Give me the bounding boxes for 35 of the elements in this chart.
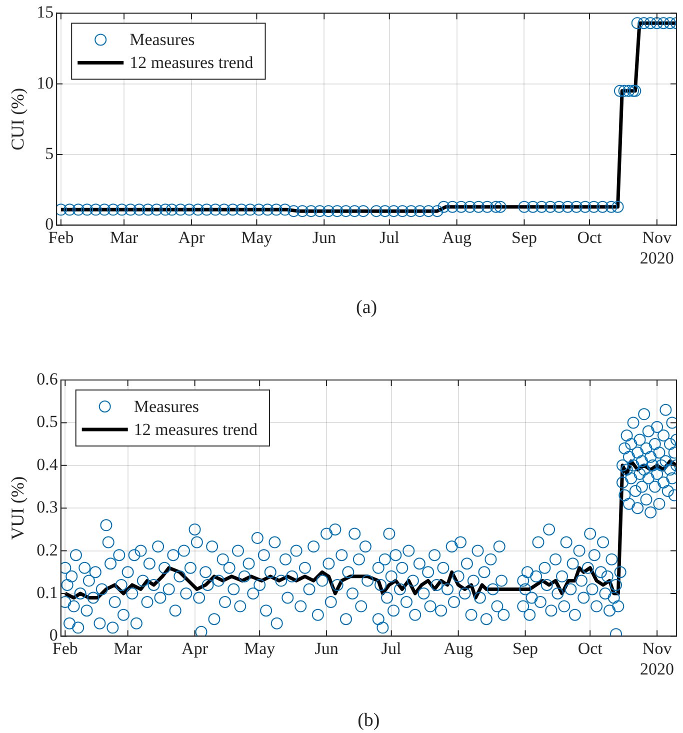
text: (b) <box>358 710 380 731</box>
y-tick-label: 5 <box>45 144 54 163</box>
x-tick-label: Oct <box>578 638 603 658</box>
x-tick-label: Oct <box>577 228 602 247</box>
x-tick-label: May <box>244 638 276 658</box>
x-tick-label: Nov 2020 <box>640 638 674 678</box>
legend-label: 12 measures trend <box>134 420 258 439</box>
legend-label: 12 measures trend <box>130 53 254 72</box>
x-tick-label: Jul <box>381 638 402 658</box>
y-tick-label: 0.2 <box>36 540 58 560</box>
y-tick-label: 15 <box>36 2 54 22</box>
text: (a) <box>356 296 378 318</box>
y-tick-label: 0.4 <box>36 454 58 474</box>
y-axis-title: CUI (%) <box>8 88 28 150</box>
x-tick-label: Apr <box>182 638 208 658</box>
y-tick-label: 0.5 <box>36 412 58 432</box>
y-tick-label: 0.1 <box>36 582 58 602</box>
y-tick-label: 0.6 <box>36 369 58 388</box>
x-tick-label: Jul <box>379 228 400 247</box>
x-tick-label: Aug <box>444 638 474 658</box>
y-tick-label: 0.3 <box>36 498 58 517</box>
x-tick-label: Mar <box>114 638 142 658</box>
x-tick-label: Sep <box>511 228 537 247</box>
x-tick-label: Jun <box>312 228 336 247</box>
y-tick-label: 10 <box>36 73 54 92</box>
x-tick-label: Nov 2020 <box>640 228 674 268</box>
legend-label: Measures <box>134 396 200 416</box>
legend-label: Measures <box>130 30 195 50</box>
x-tick-label: Apr <box>178 228 206 247</box>
y-axis-title: VUI (%) <box>8 476 28 540</box>
x-tick-label: Mar <box>110 228 139 247</box>
x-tick-label: Sep <box>512 638 538 658</box>
x-tick-label: Jun <box>314 638 339 658</box>
x-tick-label: Aug <box>442 228 472 247</box>
x-tick-label: May <box>241 228 273 247</box>
